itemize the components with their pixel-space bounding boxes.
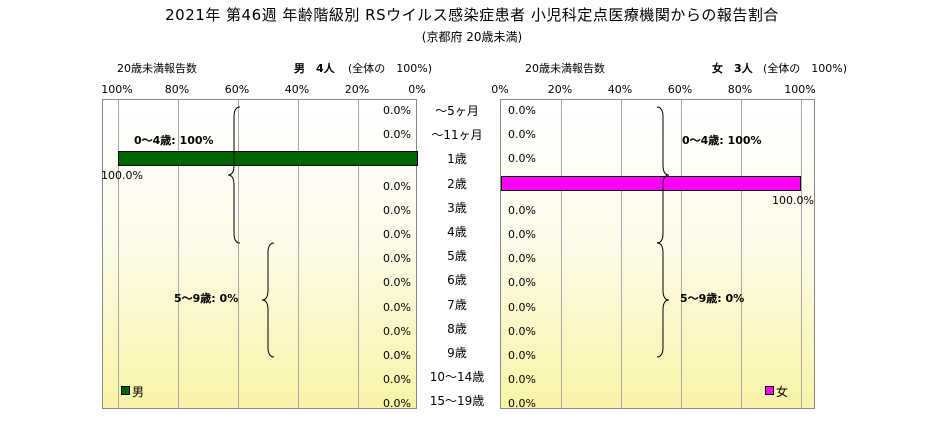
- female-value-label: 100.0%: [772, 193, 814, 207]
- right-tick-label: 60%: [667, 83, 693, 96]
- right-tick-label: 0%: [491, 83, 509, 96]
- female-value-label: 0.0%: [508, 128, 536, 142]
- female-count: 女 3人: [712, 62, 753, 75]
- male-count: 男 4人: [294, 62, 335, 75]
- male-value-label: 100.0%: [101, 169, 143, 183]
- male-total: (全体の 100%): [348, 62, 433, 75]
- age-label: 6歳: [447, 273, 467, 288]
- age-label: 8歳: [447, 321, 467, 336]
- male-value-label: 0.0%: [383, 104, 411, 117]
- left-tick-label: 60%: [224, 83, 250, 96]
- left-tick-label: 20%: [344, 83, 370, 96]
- male-value-label: 0.0%: [383, 179, 411, 193]
- female-value-label: 0.0%: [508, 300, 536, 314]
- female-value-label: 0.0%: [508, 203, 536, 217]
- age-label: 4歳: [447, 225, 467, 239]
- female-total: (全体の 100%): [763, 62, 848, 75]
- gridline: [561, 100, 562, 408]
- male-value-label: 0.0%: [383, 252, 411, 266]
- male-value-label: 0.0%: [383, 128, 411, 142]
- female-value-label: 0.0%: [508, 152, 536, 166]
- female-legend: 女: [765, 383, 788, 400]
- female-value-label: 0.0%: [508, 276, 536, 290]
- female-value-label: 0.0%: [508, 324, 536, 338]
- chart-subtitle: (京都府 20歳未満): [421, 30, 523, 44]
- male-legend: 男: [121, 383, 144, 400]
- age-label: 2歳: [447, 176, 467, 191]
- gridline: [741, 100, 742, 408]
- male-group-label-5-9: 5～9歳: 0%: [174, 292, 239, 305]
- gridline: [118, 100, 119, 408]
- male-value-label: 0.0%: [383, 373, 411, 387]
- female-value-label: 0.0%: [508, 104, 536, 117]
- gridline: [238, 100, 239, 408]
- male-value-label: 0.0%: [383, 276, 411, 290]
- gridline: [298, 100, 299, 408]
- male-bar: [118, 151, 418, 167]
- female-bar: [501, 175, 801, 191]
- right-tick-label: 20%: [547, 83, 573, 96]
- age-label: 10～14歳: [429, 370, 485, 385]
- female-brace-0-4: [656, 106, 670, 244]
- gridline: [801, 100, 802, 408]
- female-value-label: 0.0%: [508, 228, 536, 241]
- gridline: [621, 100, 622, 408]
- left-tick-label: 80%: [164, 83, 190, 96]
- male-plot-area: [102, 99, 418, 409]
- age-label: ～5ヶ月: [435, 104, 479, 118]
- age-label: 9歳: [447, 346, 467, 360]
- female-group-label-0-4: 0～4歳: 100%: [682, 134, 762, 147]
- male-value-label: 0.0%: [383, 228, 411, 241]
- age-label: 7歳: [447, 297, 467, 312]
- male-brace-0-4: [227, 106, 241, 244]
- age-label: 5歳: [447, 249, 467, 264]
- female-value-label: 0.0%: [508, 397, 536, 411]
- left-tick-label: 100%: [101, 83, 133, 96]
- age-label: 1歳: [447, 152, 467, 167]
- left-tick-label: 0%: [408, 83, 426, 96]
- age-label: 15～19歳: [429, 394, 485, 409]
- female-brace-5-9: [656, 242, 670, 358]
- right-tick-label: 40%: [607, 83, 633, 96]
- right-tick-label: 80%: [727, 83, 753, 96]
- male-value-label: 0.0%: [383, 300, 411, 314]
- age-label: 3歳: [447, 200, 467, 215]
- age-label: ～11ヶ月: [431, 128, 483, 143]
- male-value-label: 0.0%: [383, 203, 411, 217]
- male-group-label-0-4: 0～4歳: 100%: [134, 134, 214, 147]
- chart-title: 2021年 第46週 年齢階級別 RSウイルス感染症患者 小児科定点医療機関から…: [165, 6, 779, 24]
- female-value-label: 0.0%: [508, 349, 536, 362]
- male-value-label: 0.0%: [383, 349, 411, 362]
- female-group-label-5-9: 5～9歳: 0%: [680, 292, 745, 305]
- female-value-label: 0.0%: [508, 373, 536, 387]
- female-header-label: 20歳未満報告数: [525, 62, 605, 75]
- gridline: [178, 100, 179, 408]
- male-value-label: 0.0%: [383, 324, 411, 338]
- male-brace-5-9: [261, 242, 275, 358]
- left-tick-label: 40%: [284, 83, 310, 96]
- male-header-label: 20歳未満報告数: [117, 62, 197, 75]
- right-tick-label: 100%: [784, 83, 816, 96]
- gridline: [358, 100, 359, 408]
- male-value-label: 0.0%: [383, 397, 411, 411]
- female-value-label: 0.0%: [508, 252, 536, 266]
- gridline: [681, 100, 682, 408]
